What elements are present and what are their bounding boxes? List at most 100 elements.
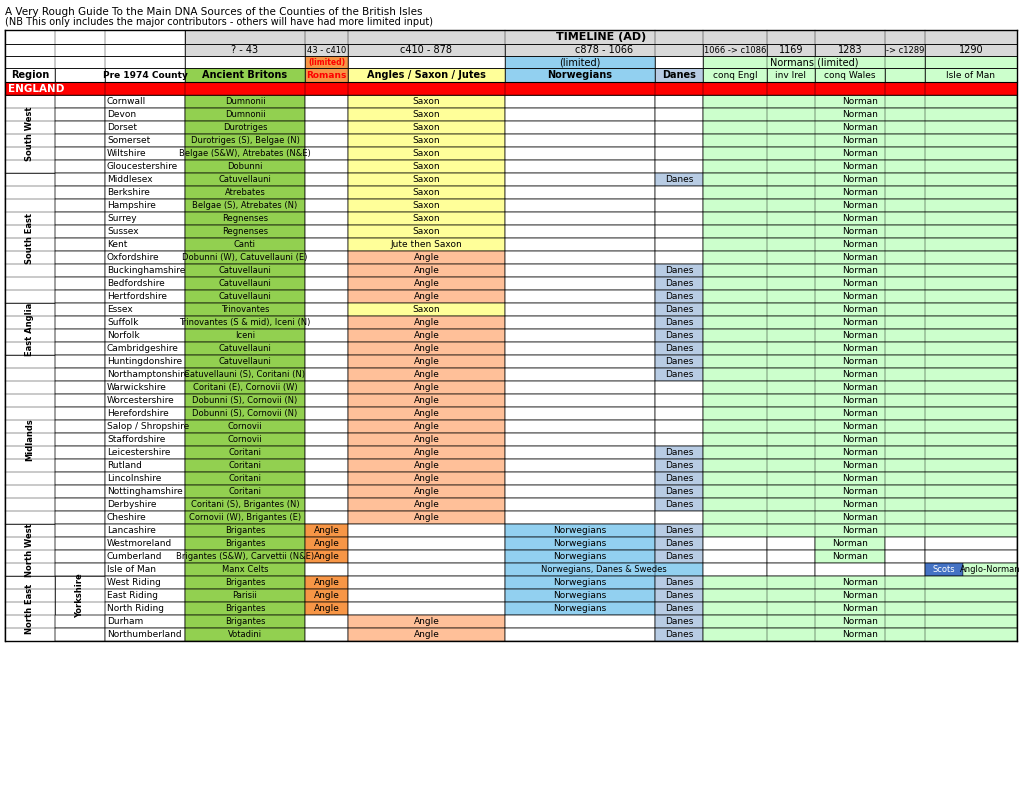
Bar [105, 121, 184, 134]
Bar [654, 56, 702, 68]
Bar [654, 524, 702, 537]
Text: Angle: Angle [313, 604, 339, 613]
Text: Danes: Danes [664, 175, 693, 184]
Text: Norwegians: Norwegians [553, 591, 606, 600]
Bar [305, 511, 347, 524]
Bar [305, 238, 347, 251]
Bar [504, 173, 654, 186]
Text: Norman: Norman [842, 448, 877, 457]
Bar [702, 303, 1016, 316]
Bar [305, 524, 347, 537]
Text: Norman: Norman [842, 383, 877, 392]
Bar [504, 381, 654, 394]
Text: Angle: Angle [413, 448, 439, 457]
Text: Westmoreland: Westmoreland [107, 539, 172, 548]
Bar [702, 446, 1016, 459]
Bar [184, 68, 305, 82]
Text: Angle: Angle [413, 617, 439, 626]
Bar [305, 303, 347, 316]
Bar [654, 225, 702, 238]
Text: 1290: 1290 [958, 45, 982, 55]
Bar [702, 433, 1016, 446]
Text: Norwegians: Norwegians [553, 578, 606, 587]
Text: Angle: Angle [413, 513, 439, 522]
Text: East Anglia: East Anglia [25, 303, 35, 355]
Text: Coritani: Coritani [228, 474, 261, 483]
Bar [55, 628, 105, 641]
Text: Angle: Angle [313, 591, 339, 600]
Bar [654, 212, 702, 225]
Bar [654, 147, 702, 160]
Bar [702, 420, 1016, 433]
Text: Dobunni (W), Catuvellauni (E): Dobunni (W), Catuvellauni (E) [182, 253, 308, 262]
Bar [305, 420, 347, 433]
Bar [654, 173, 702, 186]
Text: North Riding: North Riding [107, 604, 164, 613]
Text: Danes: Danes [664, 448, 693, 457]
Bar [55, 420, 105, 433]
Bar [654, 303, 702, 316]
Bar [702, 459, 1016, 472]
Text: Angle: Angle [413, 500, 439, 509]
Bar [702, 121, 1016, 134]
Bar [654, 446, 702, 459]
Text: Berkshire: Berkshire [107, 188, 150, 197]
Text: Dorset: Dorset [107, 123, 137, 132]
Bar [654, 368, 702, 381]
Bar [105, 589, 184, 602]
Text: Romans: Romans [306, 70, 346, 80]
Text: Norman: Norman [842, 370, 877, 379]
Bar [702, 108, 1016, 121]
Text: Angle: Angle [413, 253, 439, 262]
Text: Norman: Norman [832, 552, 867, 561]
Bar [504, 433, 654, 446]
Text: Cornovii (W), Brigantes (E): Cornovii (W), Brigantes (E) [189, 513, 301, 522]
Bar [305, 563, 347, 576]
Text: Derbyshire: Derbyshire [107, 500, 156, 509]
Text: Trinovantes (S & mid), Iceni (N): Trinovantes (S & mid), Iceni (N) [179, 318, 311, 327]
Bar [702, 160, 1016, 173]
Text: Canti: Canti [233, 240, 256, 249]
Text: North West: North West [25, 523, 35, 577]
Bar [5, 95, 55, 173]
Bar [347, 355, 504, 368]
Text: Norman: Norman [842, 305, 877, 314]
Bar [184, 160, 305, 173]
Bar [884, 44, 924, 56]
Bar [184, 576, 305, 589]
Bar [105, 550, 184, 563]
Text: Norman: Norman [842, 279, 877, 288]
Bar [55, 134, 105, 147]
Bar [702, 342, 1016, 355]
Text: Catuvellauni: Catuvellauni [218, 344, 271, 353]
Bar [504, 537, 654, 550]
Bar [305, 290, 347, 303]
Bar [504, 199, 654, 212]
Bar [924, 550, 1016, 563]
Bar [504, 44, 702, 56]
Bar [184, 44, 305, 56]
Text: Cheshire: Cheshire [107, 513, 147, 522]
Bar [504, 329, 654, 342]
Bar [184, 537, 305, 550]
Bar [702, 68, 766, 82]
Bar [55, 95, 105, 108]
Bar [702, 615, 1016, 628]
Bar [702, 485, 1016, 498]
Bar [347, 212, 504, 225]
Bar [654, 381, 702, 394]
Text: Parisii: Parisii [232, 591, 257, 600]
Bar [184, 290, 305, 303]
Text: Hertfordshire: Hertfordshire [107, 292, 167, 301]
Text: Norfolk: Norfolk [107, 331, 140, 340]
Bar [347, 277, 504, 290]
Text: Saxon: Saxon [413, 305, 440, 314]
Bar [347, 485, 504, 498]
Bar [347, 56, 504, 68]
Bar [654, 576, 702, 589]
Bar [504, 511, 654, 524]
Bar [654, 472, 702, 485]
Bar [55, 160, 105, 173]
Bar [55, 433, 105, 446]
Text: Kent: Kent [107, 240, 127, 249]
